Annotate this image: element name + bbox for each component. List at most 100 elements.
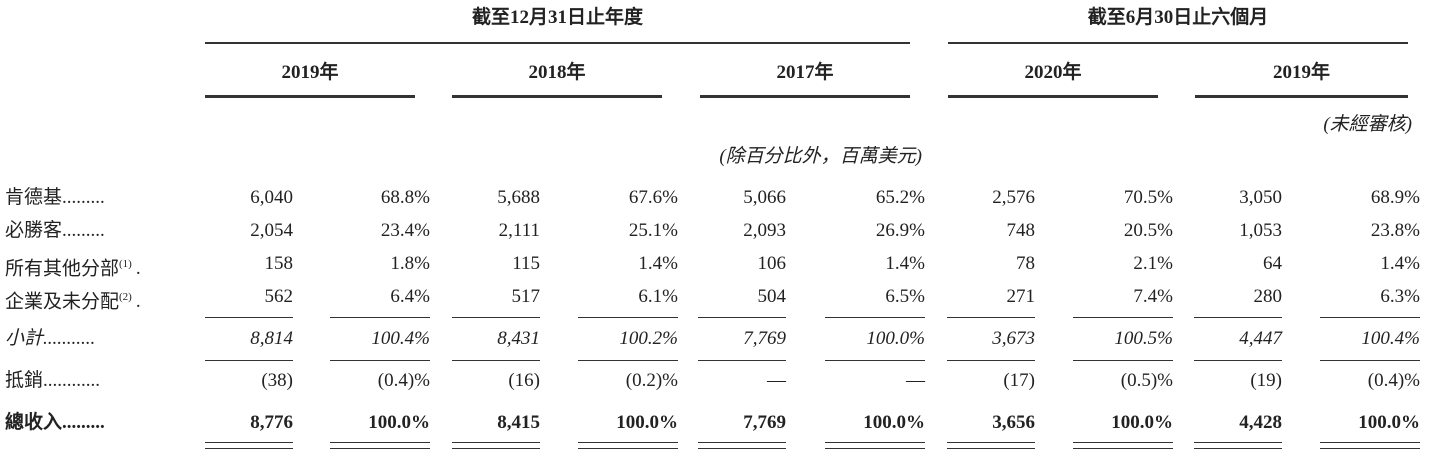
rule xyxy=(330,317,430,318)
cell: 100.4% xyxy=(1361,328,1420,349)
rule xyxy=(825,448,925,449)
rule xyxy=(205,360,293,361)
rule xyxy=(452,442,540,443)
rule xyxy=(698,360,786,361)
cell: 8,431 xyxy=(497,328,540,349)
rule xyxy=(1073,442,1173,443)
cell: (38) xyxy=(261,370,293,391)
rule xyxy=(1194,360,1282,361)
rule xyxy=(1073,360,1173,361)
year-header: 2020年 xyxy=(1024,62,1082,83)
cell: 2,054 xyxy=(250,220,293,241)
rule xyxy=(948,42,1408,44)
cell: 100.0% xyxy=(866,328,925,349)
rule xyxy=(698,317,786,318)
cell: 100.0% xyxy=(368,412,430,433)
rule xyxy=(947,448,1035,449)
cell: 65.2% xyxy=(875,187,925,208)
cell: 6.4% xyxy=(390,286,430,307)
group-title: 截至12月31日止年度 xyxy=(471,7,644,28)
rule xyxy=(947,442,1035,443)
cell: (0.4)% xyxy=(377,370,430,391)
cell: 100.4% xyxy=(371,328,430,349)
rule xyxy=(330,442,430,443)
cell: 2,576 xyxy=(992,187,1035,208)
cell: 6.1% xyxy=(638,286,678,307)
leader: . xyxy=(135,291,141,313)
cell: 78 xyxy=(1016,253,1035,274)
cell: 23.4% xyxy=(380,220,430,241)
cell: 2.1% xyxy=(1133,253,1173,274)
rule xyxy=(205,442,293,443)
cell: 1.8% xyxy=(390,253,430,274)
rule xyxy=(578,448,678,449)
cell: 4,428 xyxy=(1239,412,1282,433)
group-title: 截至6月30日止六個月 xyxy=(1087,7,1269,28)
cell: 100.0% xyxy=(1358,412,1420,433)
rule xyxy=(452,360,540,361)
unit-note: (除百分比外，百萬美元) xyxy=(719,146,922,167)
cell: 280 xyxy=(1253,286,1283,307)
rule xyxy=(330,360,430,361)
cell: (0.4)% xyxy=(1367,370,1420,391)
cell: — xyxy=(906,370,925,391)
cell: 8,814 xyxy=(250,328,293,349)
rule xyxy=(452,317,540,318)
rule xyxy=(452,95,662,98)
rule xyxy=(1194,448,1282,449)
rule xyxy=(1073,317,1173,318)
row-label: 肯德基......... xyxy=(5,187,105,208)
year-header: 2018年 xyxy=(528,62,586,83)
cell: 67.6% xyxy=(628,187,678,208)
cell: 8,776 xyxy=(250,412,293,433)
rule xyxy=(205,317,293,318)
rule xyxy=(1320,317,1420,318)
cell: 20.5% xyxy=(1123,220,1173,241)
cell: 26.9% xyxy=(875,220,925,241)
cell: 158 xyxy=(264,253,294,274)
cell: 115 xyxy=(512,253,540,274)
year-header: 2019年 xyxy=(281,62,339,83)
cell: 6,040 xyxy=(250,187,293,208)
cell: 7,769 xyxy=(743,412,786,433)
cell: 7,769 xyxy=(743,328,786,349)
rule xyxy=(1195,95,1408,98)
cell: 70.5% xyxy=(1123,187,1173,208)
rule xyxy=(1194,317,1282,318)
year-header: 2019年 xyxy=(1272,62,1331,83)
cell: 25.1% xyxy=(628,220,678,241)
rule xyxy=(1320,360,1420,361)
cell: 748 xyxy=(1006,220,1036,241)
cell: 1.4% xyxy=(885,253,925,274)
cell: 3,050 xyxy=(1239,187,1282,208)
cell: 517 xyxy=(511,286,541,307)
rule xyxy=(578,317,678,318)
rule xyxy=(825,442,925,443)
leader: . xyxy=(135,258,141,280)
cell: 562 xyxy=(264,286,294,307)
cell: 100.2% xyxy=(619,328,678,349)
rule xyxy=(205,95,415,98)
rule xyxy=(205,448,293,449)
cell: 106 xyxy=(757,253,787,274)
rule xyxy=(825,317,925,318)
cell: 6.5% xyxy=(885,286,925,307)
cell: 2,111 xyxy=(498,220,540,241)
cell: — xyxy=(767,370,786,391)
cell: 100.5% xyxy=(1114,328,1173,349)
rule xyxy=(825,360,925,361)
rule xyxy=(1320,448,1420,449)
cell: 2,093 xyxy=(743,220,786,241)
cell: 6.3% xyxy=(1380,286,1420,307)
rule xyxy=(330,448,430,449)
footnote-ref: (1) xyxy=(119,258,132,270)
rule xyxy=(700,95,910,98)
row-label: 企業及未分配(2). xyxy=(5,291,141,313)
row-label: 必勝客......... xyxy=(5,220,105,241)
cell: (16) xyxy=(508,370,540,391)
cell: 64 xyxy=(1263,253,1282,274)
rule xyxy=(578,360,678,361)
rule xyxy=(948,95,1158,98)
unaudited-note: (未經審核) xyxy=(1323,114,1412,135)
